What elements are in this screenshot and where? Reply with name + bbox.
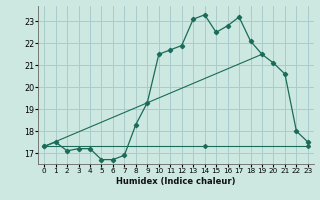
X-axis label: Humidex (Indice chaleur): Humidex (Indice chaleur): [116, 177, 236, 186]
